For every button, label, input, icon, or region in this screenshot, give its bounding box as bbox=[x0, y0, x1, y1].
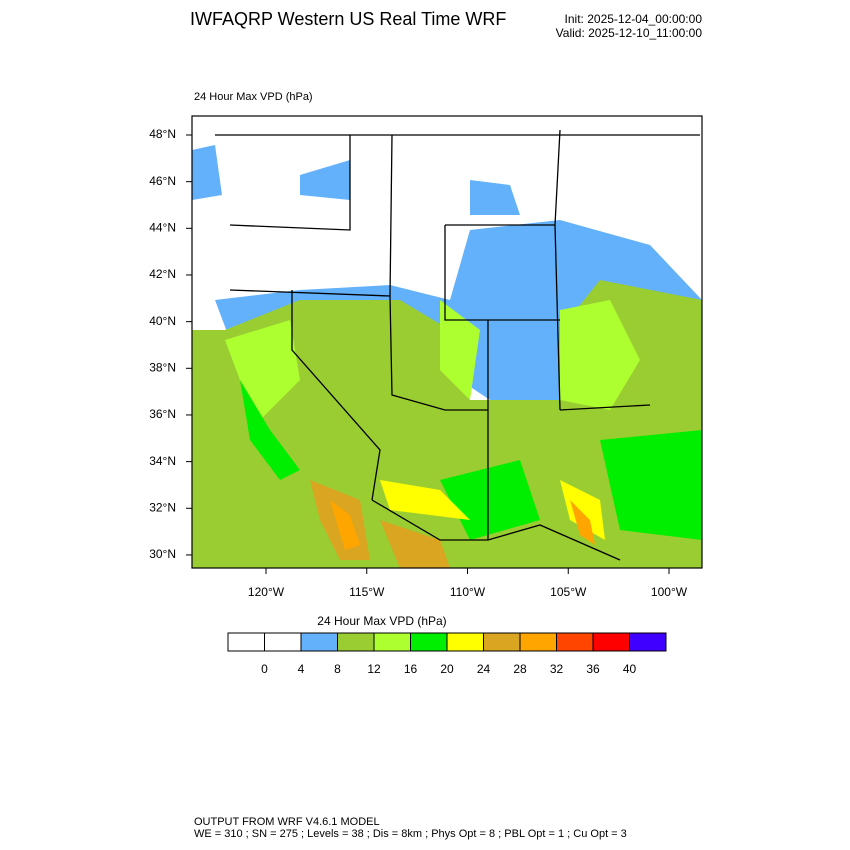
colorbar-label: 32 bbox=[550, 662, 564, 676]
colorbar-label: 16 bbox=[404, 662, 418, 676]
map-field bbox=[192, 116, 702, 568]
colorbar-label: 36 bbox=[586, 662, 600, 676]
colorbar-box bbox=[300, 632, 338, 652]
lon-label: 105°W bbox=[550, 585, 587, 599]
map-title: 24 Hour Max VPD (hPa) bbox=[194, 91, 313, 103]
colorbar-label: 12 bbox=[367, 662, 381, 676]
lat-label: 36°N bbox=[149, 407, 176, 421]
lat-label: 34°N bbox=[149, 454, 176, 468]
lon-label: 115°W bbox=[349, 585, 385, 599]
map-frame bbox=[191, 115, 703, 569]
lat-label: 38°N bbox=[149, 360, 176, 374]
colorbar-label: 0 bbox=[261, 662, 268, 676]
colorbar-box bbox=[264, 632, 302, 652]
colorbar-box bbox=[446, 632, 484, 652]
colorbar-title: 24 Hour Max VPD (hPa) bbox=[317, 614, 446, 628]
lat-label: 48°N bbox=[149, 127, 176, 141]
colorbar-box bbox=[373, 632, 411, 652]
footer-line: OUTPUT FROM WRF V4.6.1 MODEL bbox=[194, 816, 380, 828]
colorbar-label: 24 bbox=[477, 662, 491, 676]
lon-label: 110°W bbox=[450, 585, 486, 599]
colorbar-box bbox=[483, 632, 521, 652]
colorbar-box bbox=[410, 632, 448, 652]
colorbar-box bbox=[556, 632, 594, 652]
lat-label: 46°N bbox=[149, 174, 176, 188]
lat-label: 42°N bbox=[149, 267, 176, 281]
lat-label: 30°N bbox=[149, 547, 176, 561]
colorbar-label: 40 bbox=[623, 662, 637, 676]
lat-label: 44°N bbox=[149, 220, 176, 234]
lon-label: 100°W bbox=[651, 585, 688, 599]
colorbar-box bbox=[337, 632, 375, 652]
colorbar-label: 20 bbox=[440, 662, 454, 676]
colorbar-box bbox=[592, 632, 630, 652]
colorbar-label: 4 bbox=[298, 662, 305, 676]
init-time: Init: 2025-12-04_00:00:00 bbox=[565, 12, 703, 26]
footer-line: WE = 310 ; SN = 275 ; Levels = 38 ; Dis … bbox=[194, 828, 627, 840]
lon-label: 120°W bbox=[248, 585, 285, 599]
colorbar-label: 8 bbox=[334, 662, 341, 676]
lat-label: 32°N bbox=[149, 500, 176, 514]
title: IWFAQRP Western US Real Time WRF bbox=[190, 9, 506, 29]
valid-time: Valid: 2025-12-10_11:00:00 bbox=[556, 26, 703, 40]
colorbar-box bbox=[519, 632, 557, 652]
colorbar-box bbox=[629, 632, 667, 652]
colorbar-label: 28 bbox=[513, 662, 527, 676]
lat-label: 40°N bbox=[149, 314, 176, 328]
colorbar-box bbox=[227, 632, 265, 652]
